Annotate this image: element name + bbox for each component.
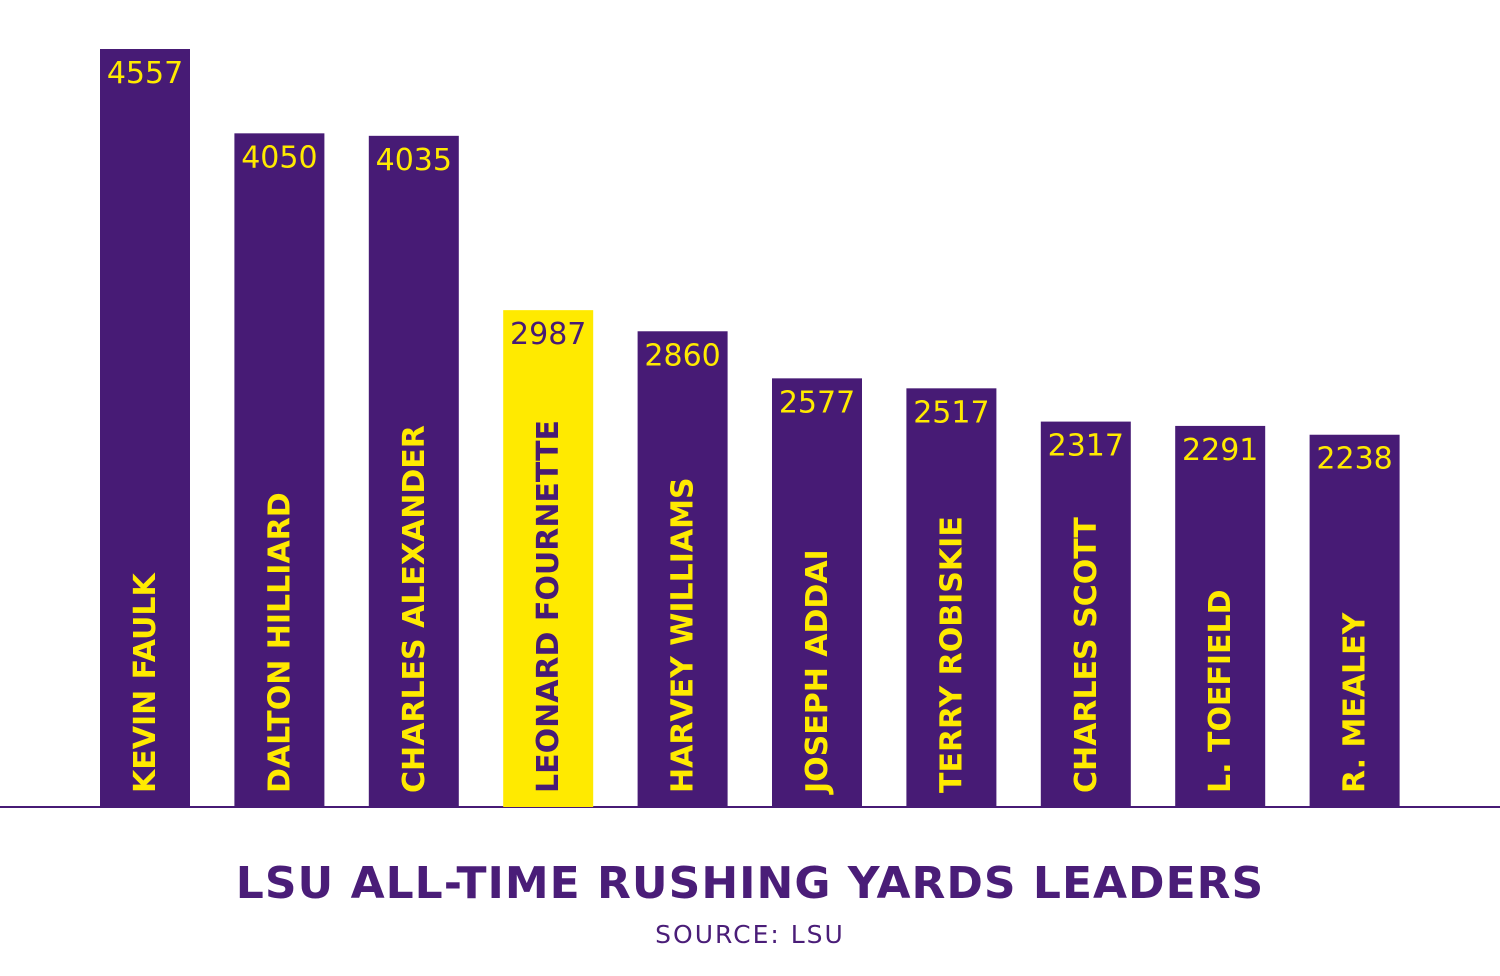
category-label: LEONARD FOURNETTE: [531, 420, 566, 793]
category-label: HARVEY WILLIAMS: [666, 477, 701, 793]
bar-kevin-faulk: [100, 49, 190, 807]
bar-l-toefield: [1175, 425, 1266, 807]
category-label: TERRY ROBISKIE: [934, 516, 969, 793]
bar-charles-alexander: [368, 135, 459, 807]
category-label: R. MEALEY: [1338, 611, 1373, 793]
bar-harvey-williams: [637, 331, 728, 807]
data-label: 2987: [510, 317, 586, 352]
bar-leonard-fournette: [503, 310, 594, 807]
category-label: DALTON HILLIARD: [262, 492, 297, 793]
data-label: 2577: [779, 385, 855, 420]
chart-title: LSU ALL-TIME RUSHING YARDS LEADERS: [235, 858, 1265, 909]
bar-r-mealey: [1309, 434, 1400, 807]
category-label: CHARLES SCOTT: [1069, 517, 1104, 793]
bar-charles-scott: [1040, 421, 1131, 807]
data-label: 4035: [376, 143, 452, 178]
data-label: 2291: [1182, 433, 1258, 468]
bar-joseph-addai: [772, 378, 862, 807]
bar-chart: 4557 KEVIN FAULK 4050 DALTON HILLIARD 4035 CH…: [0, 49, 1500, 808]
data-label: 2860: [644, 338, 720, 373]
data-label: 2517: [913, 395, 989, 430]
category-label: CHARLES ALEXANDER: [397, 425, 432, 793]
bar-terry-robiskie: [906, 388, 997, 807]
data-label: 4050: [241, 140, 317, 175]
category-label: JOSEPH ADDAI: [800, 549, 835, 795]
chart-source: SOURCE: LSU: [655, 920, 845, 949]
category-label: KEVIN FAULK: [128, 572, 163, 793]
bar-dalton-hilliard: [234, 133, 325, 807]
data-label: 2317: [1048, 429, 1124, 464]
data-label: 4557: [107, 56, 183, 91]
category-label: L. TOEFIELD: [1203, 589, 1238, 793]
data-label: 2238: [1316, 442, 1392, 477]
